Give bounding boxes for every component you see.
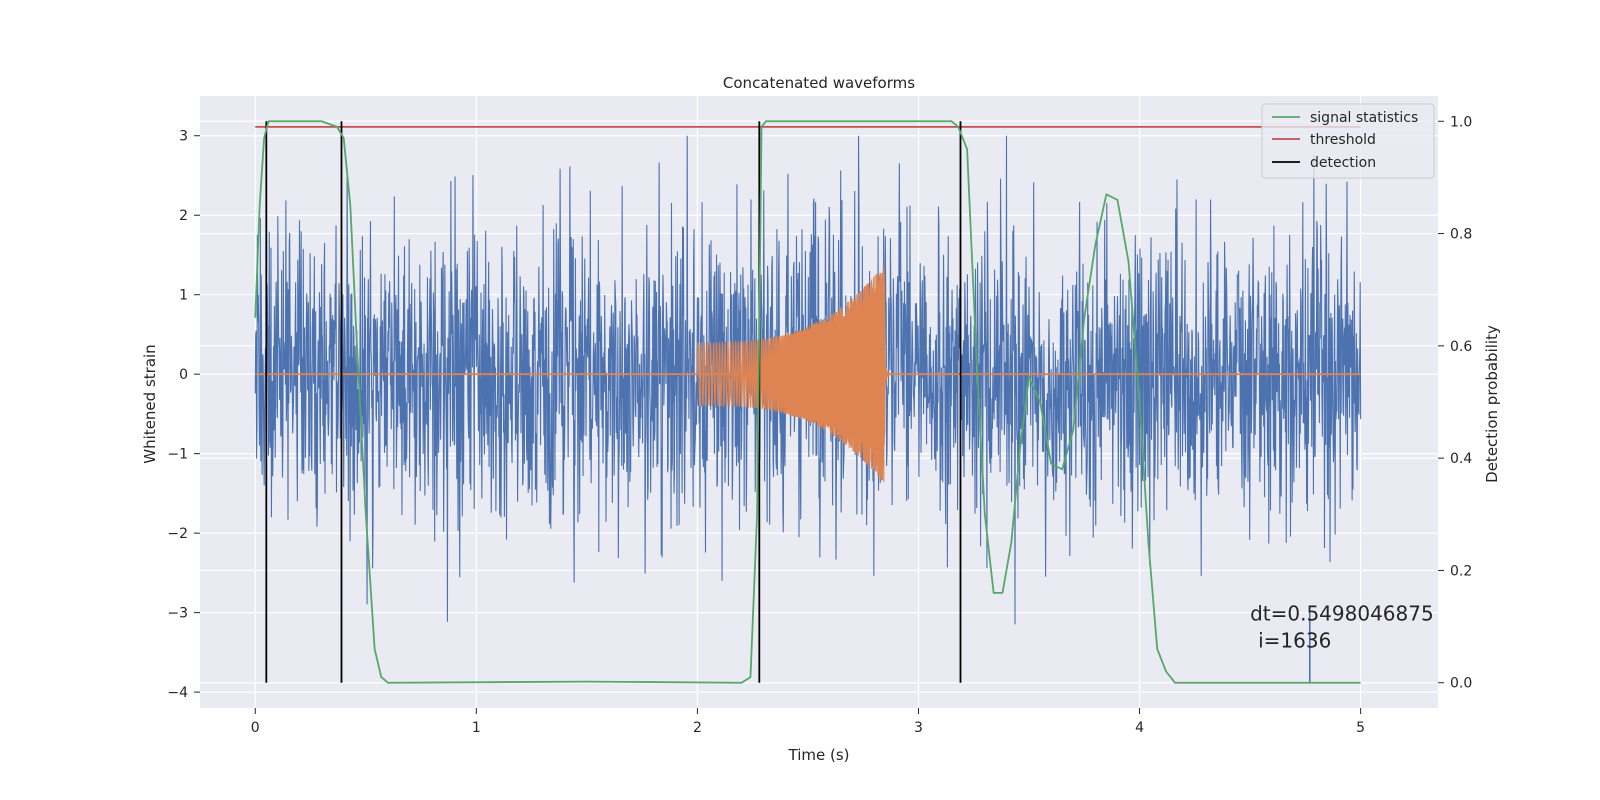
annotation-dt: dt=0.5498046875 — [1250, 602, 1434, 626]
x-tick-label: 1 — [472, 720, 481, 736]
legend-label-signal-statistics: signal statistics — [1310, 110, 1418, 126]
y-tick-label: 1 — [179, 288, 188, 304]
right-y-tick-label: 0.0 — [1450, 676, 1472, 692]
legend: signal statistics threshold detection — [1261, 103, 1435, 179]
x-tick-label: 5 — [1356, 720, 1365, 736]
legend-label-detection: detection — [1310, 155, 1376, 171]
chart-title: Concatenated waveforms — [723, 74, 915, 92]
x-tick-label: 2 — [693, 720, 702, 736]
right-y-tick-label: 0.8 — [1450, 227, 1472, 243]
y-tick-label: −2 — [167, 526, 188, 542]
x-tick-label: 4 — [1135, 720, 1144, 736]
y-tick-label: 3 — [179, 129, 188, 145]
legend-box — [1261, 103, 1435, 179]
detection-lines — [265, 121, 1311, 683]
waveform-chirp — [696, 265, 893, 482]
x-tick-label: 0 — [251, 720, 260, 736]
right-y-tick-label: 0.2 — [1450, 563, 1472, 579]
waveform-series — [255, 265, 1361, 482]
y-tick-label: −3 — [167, 606, 188, 622]
right-y-axis-label: Detection probability — [1483, 325, 1501, 483]
signal-statistics-line — [254, 120, 1361, 684]
legend-label-threshold: threshold — [1310, 132, 1376, 148]
x-axis-label: Time (s) — [788, 746, 850, 764]
signal-statistics-series — [254, 120, 1361, 684]
right-y-tick-label: 0.6 — [1450, 339, 1472, 355]
annotation-index: i=1636 — [1258, 629, 1331, 653]
y-axis-label: Whitened strain — [141, 344, 159, 463]
y-tick-label: −1 — [167, 447, 188, 463]
x-tick-label: 3 — [914, 720, 923, 736]
right-y-tick-label: 0.4 — [1450, 451, 1472, 467]
y-tick-label: 0 — [179, 367, 188, 383]
x-axis-ticks: 0 1 2 3 4 5 — [251, 708, 1365, 736]
right-y-axis-ticks: 0.0 0.2 0.4 0.6 0.8 1.0 — [1438, 114, 1472, 692]
y-tick-label: −4 — [167, 685, 188, 701]
right-y-tick-label: 1.0 — [1450, 114, 1472, 130]
y-tick-label: 2 — [179, 208, 188, 224]
y-axis-ticks: −4 −3 −2 −1 0 1 2 3 — [167, 129, 200, 701]
